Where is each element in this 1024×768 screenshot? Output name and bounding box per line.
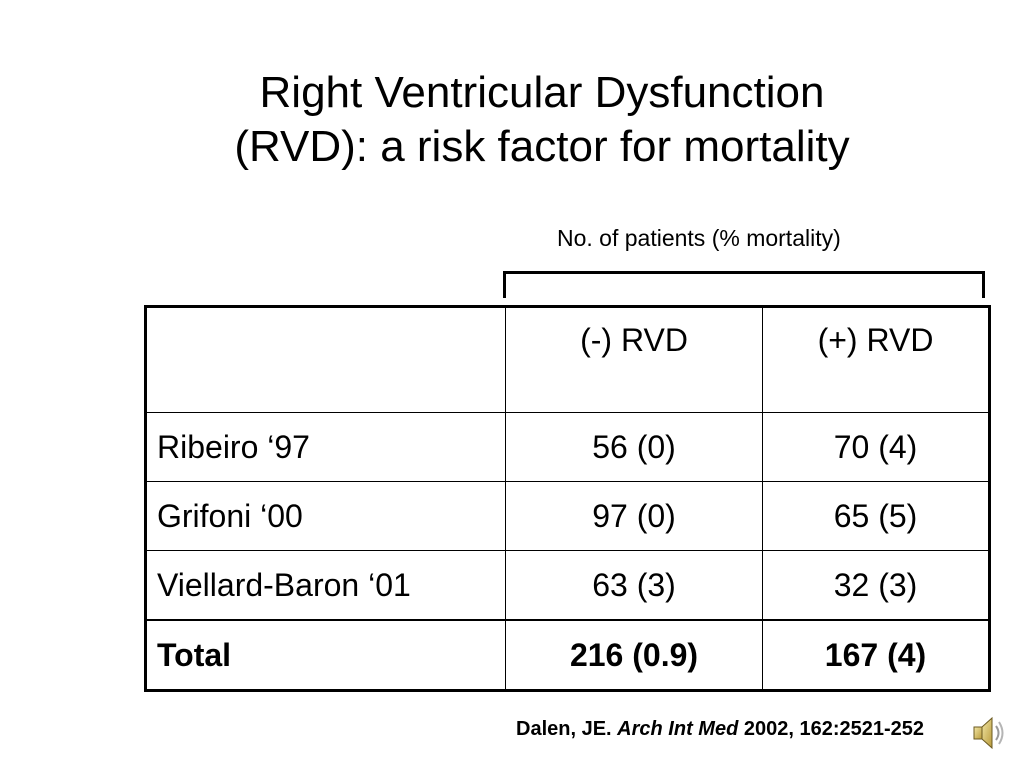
study-cell: Grifoni ‘00 [145,481,506,551]
study-cell: Ribeiro ‘97 [145,412,506,482]
patients-table: (-) RVD (+) RVD Ribeiro ‘97 56 (0) 70 (4… [144,305,991,692]
slide-title-line-2: (RVD): a risk factor for mortality [234,122,850,171]
negative-rvd-cell: 63 (3) [505,550,763,621]
total-label-cell: Total [145,619,506,691]
table-header-row: (-) RVD (+) RVD [145,306,990,413]
table-row: Viellard-Baron ‘01 63 (3) 32 (3) [145,550,990,621]
total-positive-rvd-cell: 167 (4) [762,619,990,691]
slide-title-line-1: Right Ventricular Dysfunction [259,68,825,117]
speaker-icon[interactable] [970,713,1006,753]
negative-rvd-cell: 56 (0) [505,412,763,482]
table-row: Ribeiro ‘97 56 (0) 70 (4) [145,412,990,482]
table-total-row: Total 216 (0.9) 167 (4) [145,619,990,691]
citation-journal: Arch Int Med [617,718,739,740]
positive-rvd-cell: 32 (3) [762,550,990,621]
citation-details: 2002, 162:2521-252 [743,718,925,740]
positive-rvd-cell: 70 (4) [762,412,990,482]
negative-rvd-cell: 97 (0) [505,481,763,551]
column-group-bracket [503,271,985,298]
total-negative-rvd-cell: 216 (0.9) [505,619,763,691]
citation: Dalen, JE. Arch Int Med 2002, 162:2521-2… [516,718,924,741]
citation-author: Dalen, JE. [516,718,612,740]
slide-title: Right Ventricular Dysfunction (RVD): a r… [0,66,1024,174]
header-cell-empty [145,306,506,413]
header-cell-positive-rvd: (+) RVD [762,306,990,413]
table-row: Grifoni ‘00 97 (0) 65 (5) [145,481,990,551]
header-cell-negative-rvd: (-) RVD [505,306,763,413]
positive-rvd-cell: 65 (5) [762,481,990,551]
study-cell: Viellard-Baron ‘01 [145,550,506,621]
table-subtitle: No. of patients (% mortality) [557,225,841,251]
